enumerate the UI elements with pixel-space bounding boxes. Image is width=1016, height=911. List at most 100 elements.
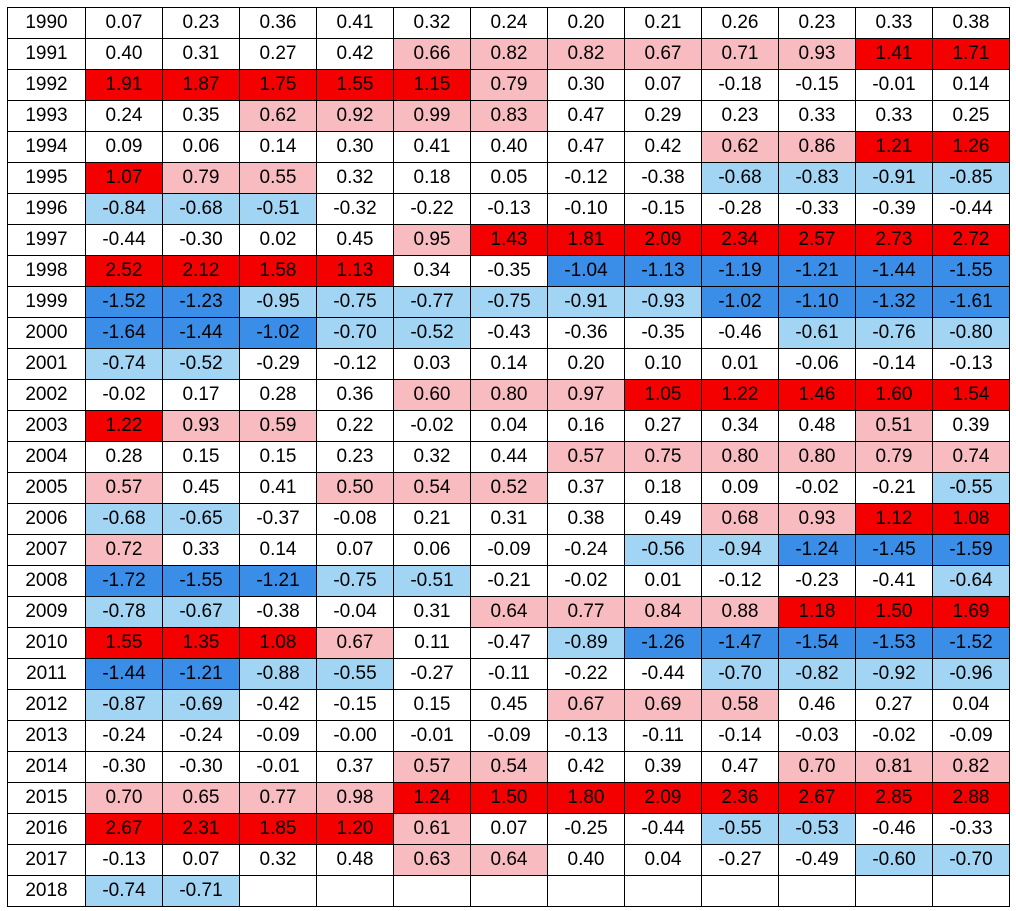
value-cell: 1.55 [85,627,163,659]
value-cell: 0.72 [85,534,163,566]
value-cell: -0.91 [855,162,933,194]
value-cell: -0.00 [316,720,394,752]
value-cell: -0.52 [393,317,471,349]
value-cell: 0.04 [470,410,548,442]
year-cell: 1992 [7,69,86,101]
value-cell: 0.06 [162,131,240,163]
value-cell: 0.79 [855,441,933,473]
value-cell: 0.77 [239,782,317,814]
year-cell: 2006 [7,503,86,535]
value-cell: 0.32 [239,844,317,876]
value-cell: 0.35 [162,100,240,132]
value-cell: 0.47 [547,131,625,163]
value-cell: 0.36 [239,7,317,39]
value-cell: -0.02 [778,472,856,504]
value-cell: -0.33 [932,813,1010,845]
value-cell: 1.20 [316,813,394,845]
value-cell: 1.80 [547,782,625,814]
value-cell: 0.77 [547,596,625,628]
value-cell: 1.50 [470,782,548,814]
value-cell: 0.29 [624,100,702,132]
value-cell: 0.92 [316,100,394,132]
value-cell: 0.21 [624,7,702,39]
value-cell: 2.85 [855,782,933,814]
value-cell: 0.47 [547,100,625,132]
value-cell [778,875,856,907]
year-cell: 2007 [7,534,86,566]
value-cell: -0.77 [393,286,471,318]
value-cell: -1.13 [624,255,702,287]
value-cell: -1.04 [547,255,625,287]
year-cell: 1994 [7,131,86,163]
table-row: 2013 -0.24 -0.24 -0.09 -0.00 -0.01 -0.09 -0.13-… [7,720,1010,752]
value-cell: 0.88 [701,596,779,628]
value-cell: 0.18 [624,472,702,504]
value-cell: 1.07 [85,162,163,194]
value-cell: -0.24 [85,720,163,752]
value-cell: -0.55 [932,472,1010,504]
value-cell: 0.93 [778,38,856,70]
value-cell: -1.55 [932,255,1010,287]
value-cell: 0.06 [393,534,471,566]
value-cell: -0.06 [778,348,856,380]
value-cell: 0.32 [393,7,471,39]
value-cell: 0.50 [316,472,394,504]
value-cell: 0.52 [470,472,548,504]
value-cell: 0.41 [393,131,471,163]
value-cell: 0.68 [701,503,779,535]
value-cell: -0.02 [855,720,933,752]
value-cell: 2.36 [701,782,779,814]
value-cell: 0.48 [778,410,856,442]
value-cell: 0.79 [470,69,548,101]
value-cell: 1.58 [239,255,317,287]
value-cell: -0.41 [855,565,933,597]
year-cell: 2015 [7,782,86,814]
value-cell: -0.02 [547,565,625,597]
year-cell: 2010 [7,627,86,659]
value-cell: 0.70 [85,782,163,814]
value-cell: -0.64 [932,565,1010,597]
value-cell: 1.35 [162,627,240,659]
value-cell: 0.45 [316,224,394,256]
value-cell: -0.44 [932,193,1010,225]
value-cell: -0.44 [624,813,702,845]
value-cell: 2.73 [855,224,933,256]
value-cell: -1.55 [162,565,240,597]
value-cell: 0.40 [85,38,163,70]
table-row: 2000 -1.64 -1.44 -1.02 -0.70 -0.52 -0.43 -0.36-… [7,317,1010,349]
value-cell: -0.29 [239,348,317,380]
value-cell: 2.88 [932,782,1010,814]
value-cell: 0.14 [239,534,317,566]
value-cell: -1.10 [778,286,856,318]
value-cell: -0.09 [470,534,548,566]
table-row: 1994 0.09 0.06 0.14 0.30 0.41 0.40 0.47 0.42 0.62… [7,131,1010,163]
value-cell: -1.02 [239,317,317,349]
value-cell: 0.27 [855,689,933,721]
value-cell: -0.12 [547,162,625,194]
value-cell: -1.72 [85,565,163,597]
table-row: 1990 0.07 0.23 0.36 0.41 0.32 0.24 0.20 0.21 0.26… [7,7,1010,39]
value-cell: 0.07 [316,534,394,566]
value-cell: 0.20 [547,348,625,380]
value-cell: -0.56 [624,534,702,566]
year-cell: 2013 [7,720,86,752]
value-cell: 1.46 [778,379,856,411]
value-cell: -0.10 [547,193,625,225]
value-cell: -0.13 [932,348,1010,380]
value-cell: 1.08 [239,627,317,659]
table-body: 1990 0.07 0.23 0.36 0.41 0.32 0.24 0.20 0.21 0.26… [7,7,1010,907]
oni-table: 1990 0.07 0.23 0.36 0.41 0.32 0.24 0.20 0.21 0.26… [7,7,1010,907]
value-cell: -0.27 [393,658,471,690]
oni-table-container: 1990 0.07 0.23 0.36 0.41 0.32 0.24 0.20 0.21 0.26… [7,7,1010,907]
year-cell: 2005 [7,472,86,504]
value-cell: 0.20 [547,7,625,39]
value-cell: 0.84 [624,596,702,628]
year-cell: 2009 [7,596,86,628]
value-cell: 2.52 [85,255,163,287]
value-cell: 1.55 [316,69,394,101]
year-cell: 1995 [7,162,86,194]
year-cell: 1993 [7,100,86,132]
value-cell: -0.68 [85,503,163,535]
value-cell: -0.01 [239,751,317,783]
value-cell: -0.65 [162,503,240,535]
